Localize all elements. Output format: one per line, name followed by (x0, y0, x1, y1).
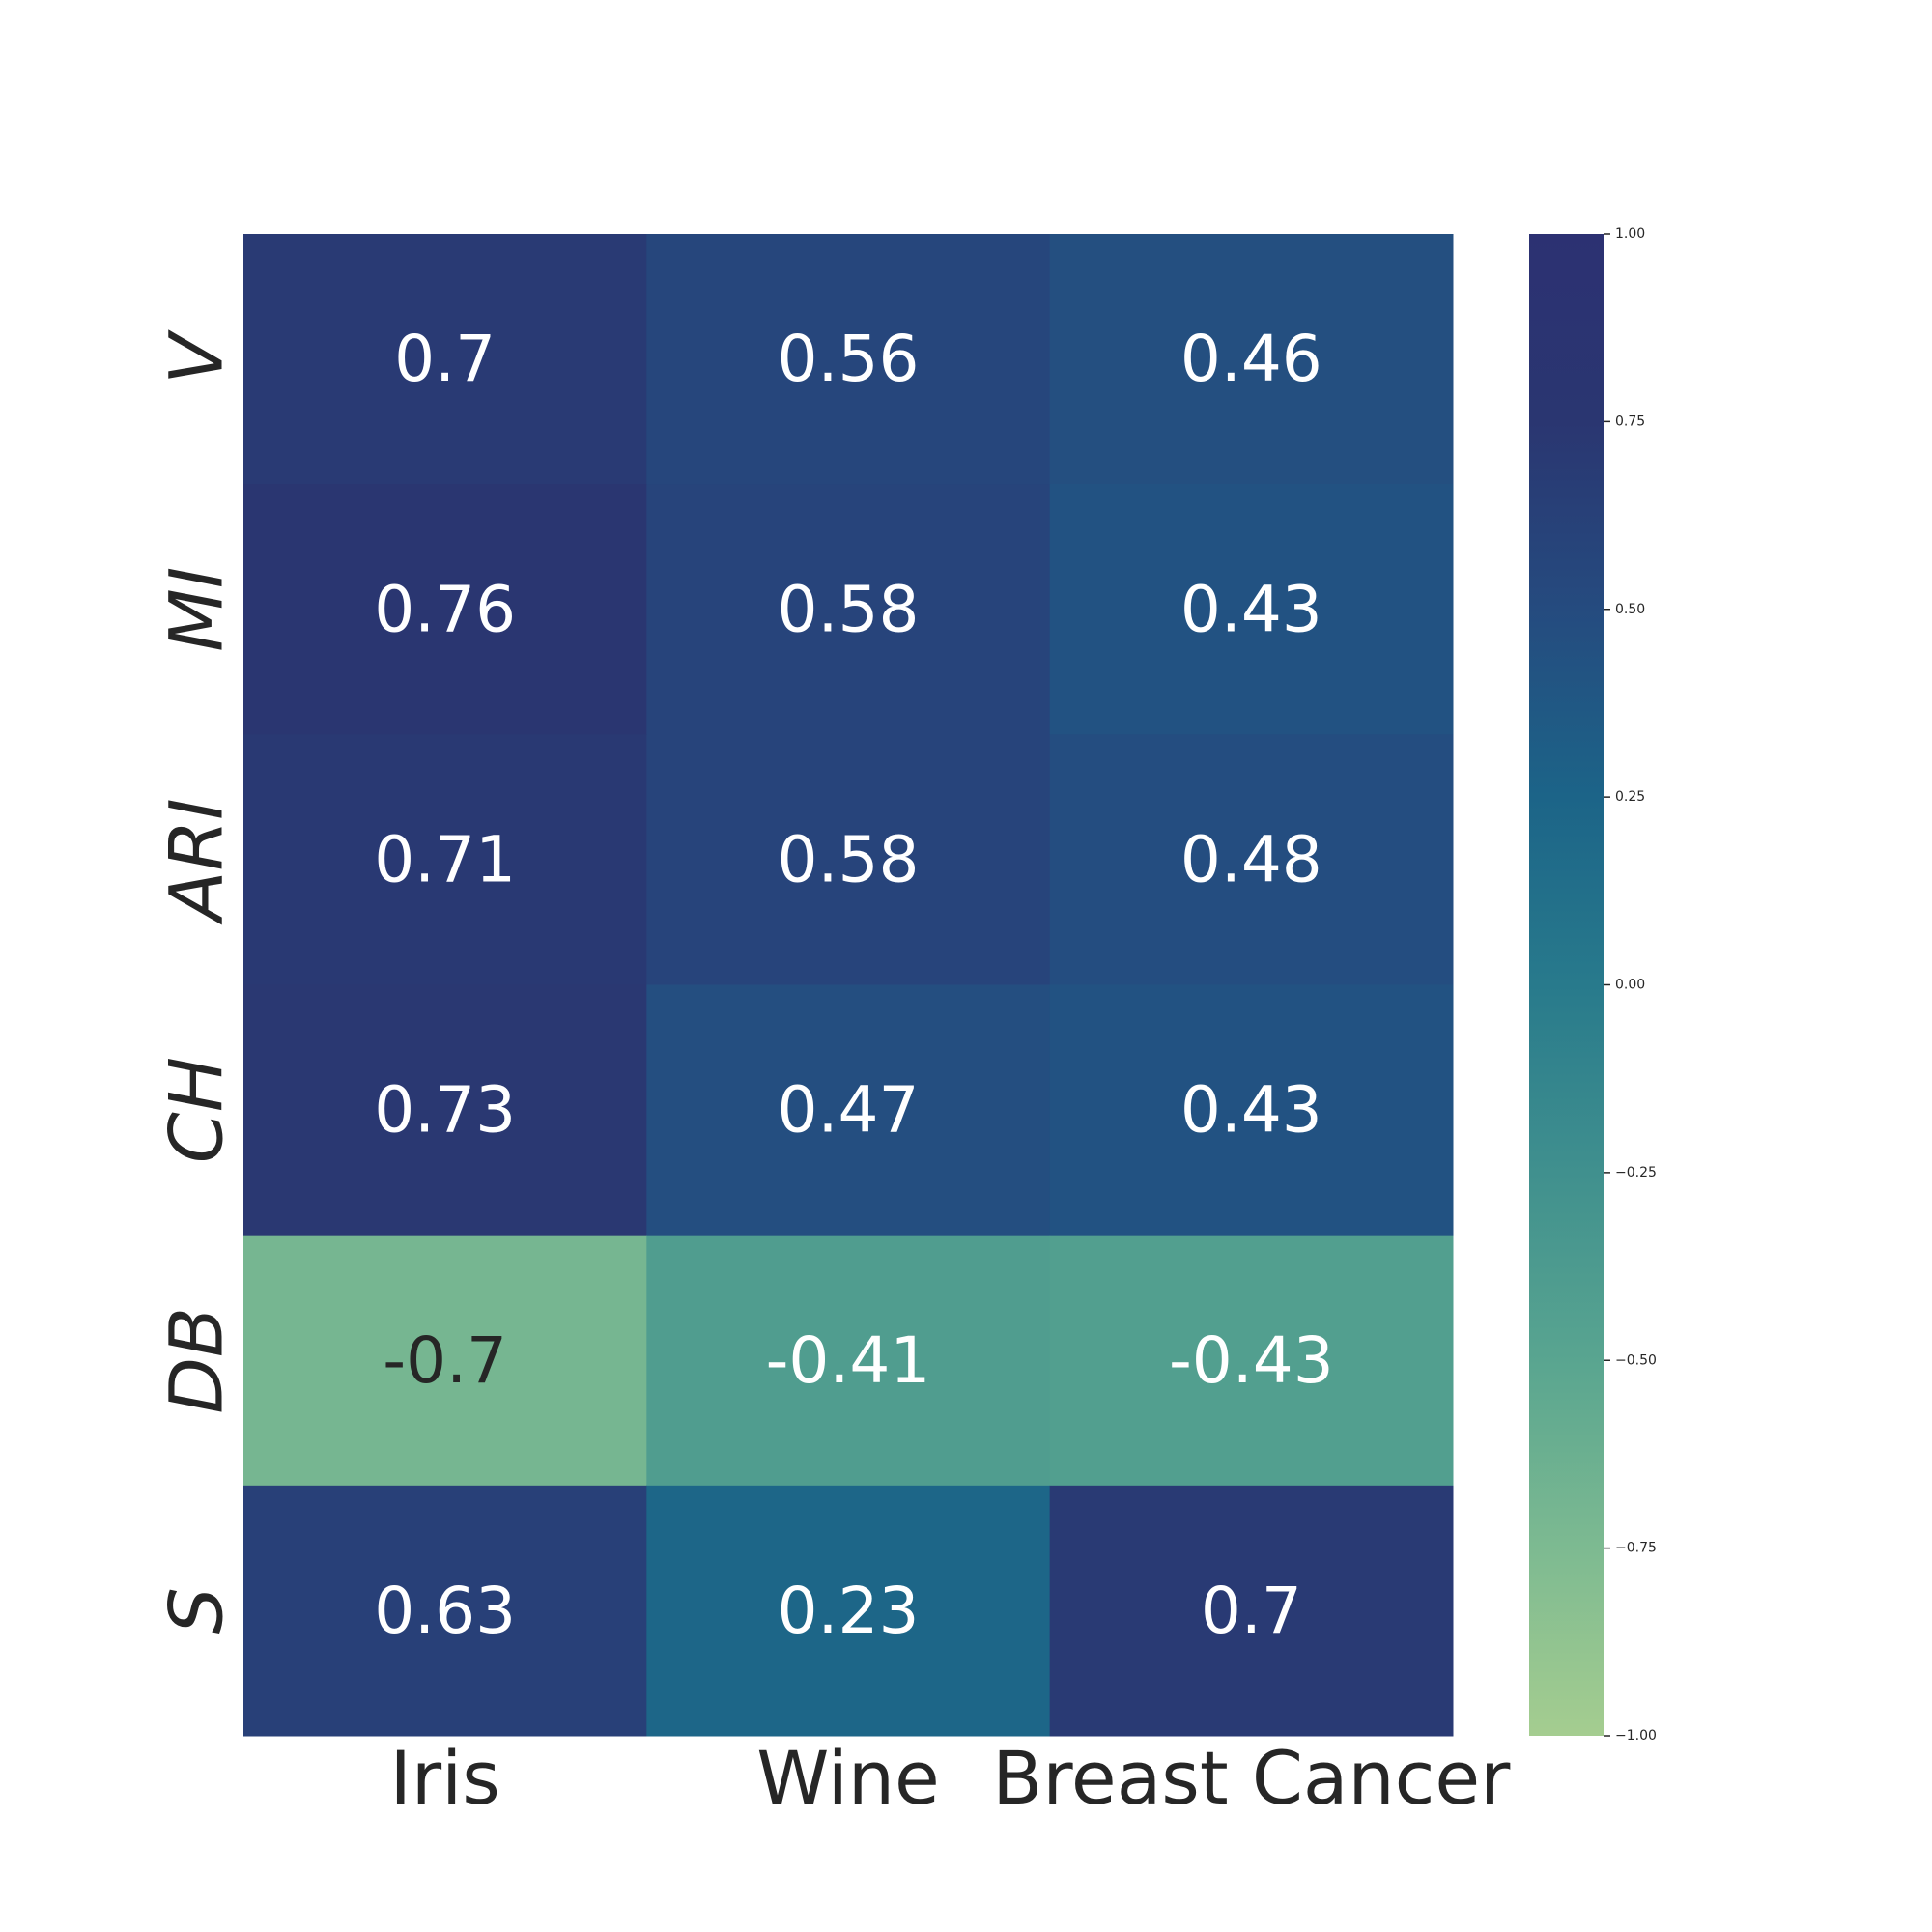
colorbar-gradient (1529, 234, 1604, 1736)
heatmap-cell (243, 484, 647, 735)
cell-value-label: 0.43 (1180, 572, 1322, 646)
cell-value-label: 0.23 (778, 1574, 920, 1648)
cell-value-label: 0.48 (1180, 822, 1322, 896)
cell-value-label: 0.73 (374, 1073, 516, 1148)
cell-value-label: -0.7 (383, 1323, 507, 1398)
cell-value-label: -0.43 (1169, 1323, 1334, 1398)
cell-value-label: 0.76 (374, 572, 516, 646)
heatmap-cell (243, 1235, 647, 1487)
cell-value-label: 0.58 (778, 822, 920, 896)
cell-value-label: -0.41 (766, 1323, 931, 1398)
y-tick-label: ARI (154, 798, 240, 925)
x-tick-label: Wine (756, 1735, 940, 1821)
heatmap-cell (646, 984, 1051, 1236)
cell-value-label: 0.71 (374, 822, 516, 896)
colorbar-tick-label: 1.00 (1615, 226, 1645, 242)
cell-value-label: 0.56 (778, 322, 920, 396)
x-tick-label: Breast Cancer (992, 1735, 1511, 1821)
heatmap-cell (243, 1485, 647, 1737)
colorbar: 1.00 0.75 0.50 0.25 0.00 −0.25 −0.50 −0.75 −1.00 (1529, 226, 1657, 1744)
heatmap-cell (1049, 1485, 1454, 1737)
heatmap-cell (1049, 1235, 1454, 1487)
colorbar-tick-label: 0.75 (1615, 413, 1645, 429)
cell-value-label: 0.43 (1180, 1073, 1322, 1148)
heatmap-cell (1049, 984, 1454, 1236)
heatmap-cell (646, 234, 1051, 485)
y-tick-label: DB (154, 1307, 240, 1414)
heatmap-cell (646, 1235, 1051, 1487)
y-axis-tick-labels: V MI ARI CH DB S (154, 329, 240, 1634)
y-tick-label: MI (154, 567, 240, 652)
x-tick-label: Iris (389, 1735, 499, 1821)
heatmap-cell (243, 734, 647, 985)
heatmap-cell (243, 984, 647, 1236)
colorbar-tick-label: −0.75 (1615, 1541, 1657, 1556)
colorbar-tick-label: 0.50 (1615, 602, 1645, 617)
y-tick-label: S (154, 1587, 240, 1634)
heatmap-cell (646, 484, 1051, 735)
cell-value-label: 0.7 (394, 322, 496, 396)
heatmap-cell (1049, 734, 1454, 985)
y-tick-label: CH (154, 1057, 240, 1163)
colorbar-tick-label: 0.25 (1615, 789, 1645, 805)
colorbar-tick-label: −1.00 (1615, 1728, 1657, 1744)
colorbar-tick-label: −0.50 (1615, 1352, 1657, 1368)
heatmap-cell (646, 734, 1051, 985)
heatmap-cells (243, 234, 1454, 1737)
heatmap-cell (646, 1485, 1051, 1737)
cell-value-label: 0.63 (374, 1574, 516, 1648)
colorbar-tick-label: −0.25 (1615, 1165, 1657, 1180)
cell-value-label: 0.58 (778, 572, 920, 646)
cell-value-label: 0.47 (778, 1073, 920, 1148)
cell-value-label: 0.46 (1180, 322, 1322, 396)
heatmap-cell (243, 234, 647, 485)
heatmap-cell (1049, 484, 1454, 735)
x-axis-tick-labels: Iris Wine Breast Cancer (389, 1735, 1511, 1821)
colorbar-tick-label: 0.00 (1615, 978, 1645, 993)
y-tick-label: V (154, 329, 240, 384)
heatmap-cell-labels: 0.7 0.56 0.46 0.76 0.58 0.43 0.71 0.58 0.48 0.73 0… (374, 322, 1334, 1648)
heatmap-cell (1049, 234, 1454, 485)
cell-value-label: 0.7 (1201, 1574, 1302, 1648)
